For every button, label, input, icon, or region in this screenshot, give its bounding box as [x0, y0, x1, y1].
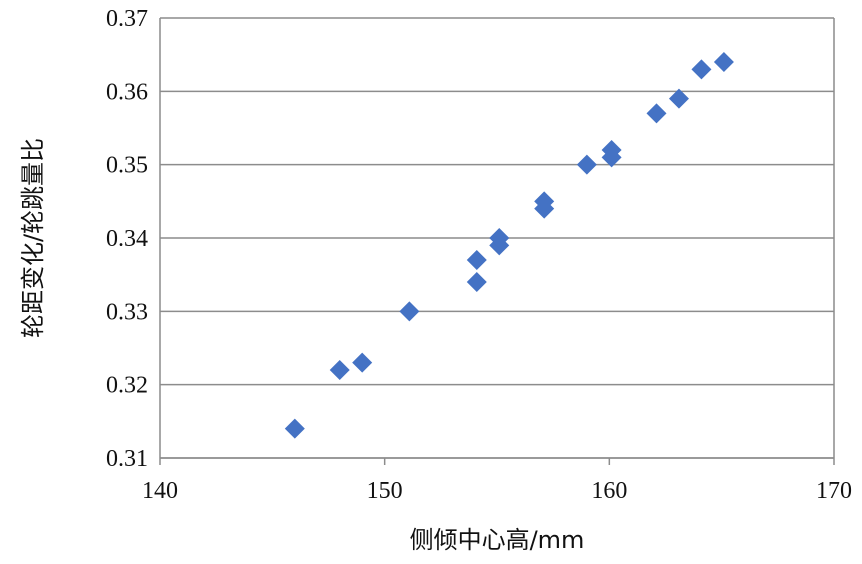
data-point	[466, 272, 487, 292]
gridlines	[160, 17, 834, 459]
data-points	[284, 52, 734, 439]
data-point	[576, 154, 597, 175]
y-tick-label: 0.36	[106, 79, 148, 105]
data-point	[329, 360, 350, 380]
x-tick-label: 160	[591, 478, 627, 504]
y-tick-label: 0.32	[106, 373, 148, 399]
axes	[159, 18, 835, 465]
data-point	[601, 140, 622, 160]
y-tick-label: 0.35	[106, 153, 148, 179]
y-tick-label: 0.34	[106, 226, 148, 252]
data-point	[399, 301, 420, 322]
data-point	[284, 418, 305, 439]
x-axis-label: 侧倾中心高/mm	[410, 526, 585, 554]
data-point	[691, 59, 712, 80]
data-point	[646, 103, 667, 124]
x-tick-label: 140	[142, 478, 178, 504]
y-tick-label: 0.31	[106, 446, 148, 472]
data-point	[534, 191, 555, 212]
y-axis-label: 轮距变化/轮跳量比	[19, 138, 47, 338]
y-tick-labels: 0.31 0.32 0.33 0.34 0.35 0.36 0.37	[106, 6, 148, 472]
data-point	[489, 228, 510, 248]
data-point	[713, 52, 734, 72]
data-point	[668, 88, 689, 109]
y-tick-label: 0.33	[106, 299, 148, 325]
y-tick-label: 0.37	[106, 6, 148, 32]
x-tick-labels: 140 150 160 170	[142, 478, 852, 504]
x-tick-label: 170	[816, 478, 852, 504]
data-point	[352, 352, 373, 373]
data-point	[466, 250, 487, 270]
x-tick-label: 150	[367, 478, 403, 504]
